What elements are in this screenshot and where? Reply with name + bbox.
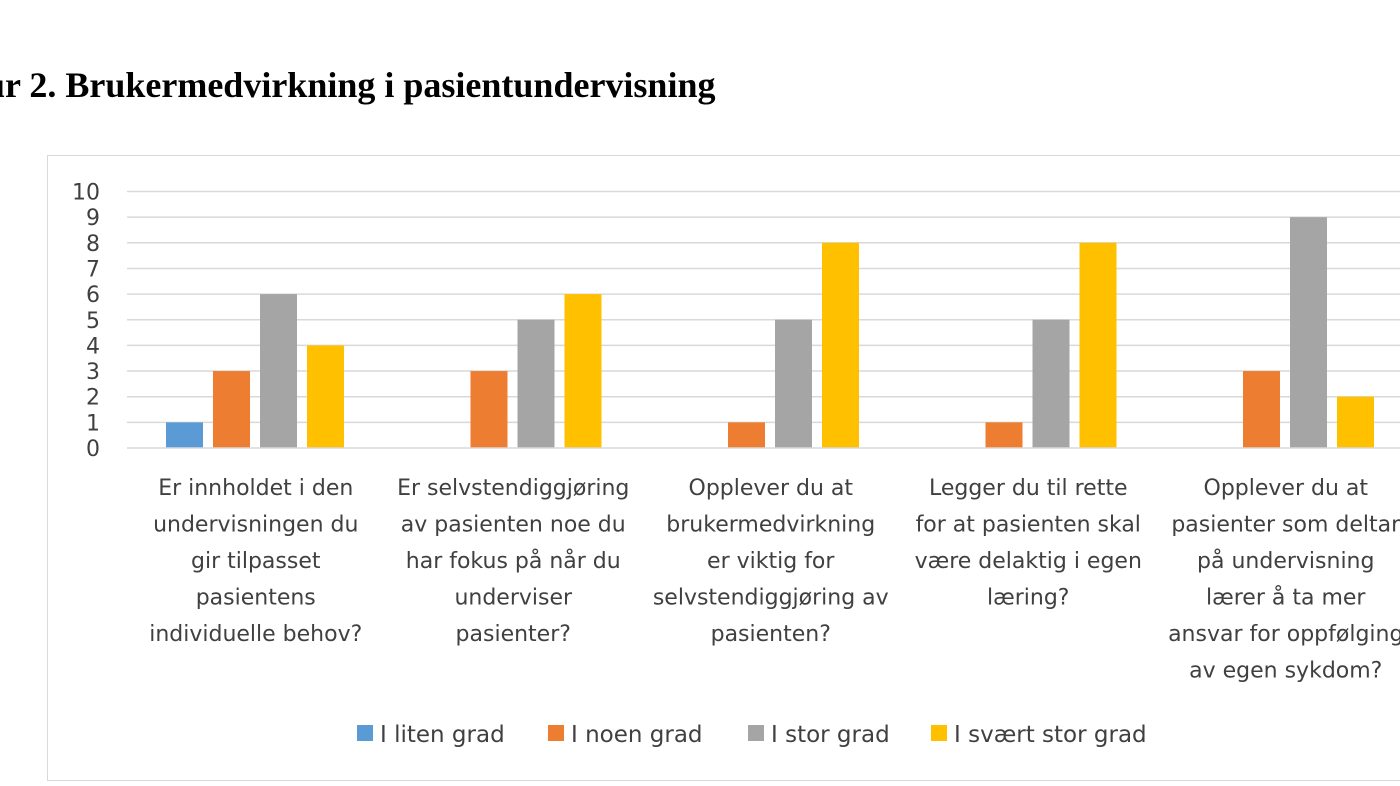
bar [1337, 396, 1374, 448]
category-label: pasienter? [456, 622, 571, 647]
category-label: pasienter som deltar [1171, 513, 1400, 538]
category-label: ansvar for oppfølging [1168, 622, 1400, 647]
category-label: brukermedvirkning [666, 513, 875, 538]
bar [1243, 371, 1280, 448]
category-label: er viktig for [707, 549, 835, 574]
category-label: Legger du til rette [929, 476, 1128, 501]
category-label: læring? [987, 586, 1069, 611]
bar [775, 319, 812, 448]
category-label: Er innholdet i den [158, 476, 353, 501]
category-label: pasienten? [711, 622, 831, 647]
y-tick-label: 6 [86, 283, 100, 308]
bar [1290, 217, 1327, 448]
category-label: av pasienten noe du [401, 513, 626, 538]
chart-frame [47, 155, 1400, 781]
y-tick-label: 7 [86, 257, 100, 282]
category-labels: Er innholdet i den undervisningen du gir t… [149, 476, 1400, 684]
bar [260, 294, 297, 448]
category-label: Er selvstendiggjøring [397, 476, 629, 501]
bar [1032, 319, 1070, 448]
bar [822, 242, 859, 448]
category-label: gir tilpasset [191, 549, 321, 574]
y-tick-label: 9 [86, 206, 100, 231]
y-tick-label: 10 [72, 181, 100, 206]
y-tick-label: 4 [86, 334, 100, 359]
legend-swatch [548, 725, 564, 741]
bar [564, 294, 602, 448]
category-label: har fokus på når du [406, 548, 621, 574]
legend-swatch [931, 725, 947, 741]
legend-label: I liten grad [380, 722, 505, 748]
bar [166, 422, 203, 448]
category-label: Opplever du at [689, 476, 854, 501]
legend-swatch [748, 725, 764, 741]
bar [985, 422, 1023, 448]
bar [517, 319, 555, 448]
y-tick-label: 0 [86, 437, 100, 462]
legend: I liten grad I noen grad I stor grad I svær… [357, 722, 1147, 748]
bars [166, 217, 1374, 448]
y-tick-label: 5 [86, 309, 100, 334]
bar [1079, 242, 1117, 448]
category-label: pasientens [196, 586, 316, 611]
category-label: undervisningen du [153, 513, 358, 538]
legend-swatch [357, 725, 373, 741]
legend-label: I stor grad [771, 722, 890, 748]
category-label: underviser [454, 586, 573, 611]
category-label: lærer å ta mer [1206, 585, 1366, 611]
category-label: av egen sykdom? [1189, 659, 1382, 684]
y-tick-label: 8 [86, 232, 100, 257]
legend-label: I svært stor grad [954, 722, 1147, 748]
bar [470, 371, 508, 448]
bar [213, 371, 250, 448]
bar [307, 345, 344, 448]
category-label: individuelle behov? [149, 622, 362, 647]
category-label: Opplever du at [1204, 476, 1369, 501]
bar [728, 422, 765, 448]
category-label: selvstendiggjøring av [653, 586, 889, 611]
category-label: være delaktig i egen [915, 549, 1142, 574]
legend-label: I noen grad [571, 722, 703, 748]
category-label: på undervisning [1197, 548, 1374, 574]
y-tick-label: 3 [86, 360, 100, 385]
figure-title: gur 2. Brukermedvirkning i pasientunderv… [0, 65, 716, 105]
category-label: for at pasienten skal [916, 513, 1141, 538]
y-tick-label: 1 [86, 411, 100, 436]
y-tick-label: 2 [86, 386, 100, 411]
